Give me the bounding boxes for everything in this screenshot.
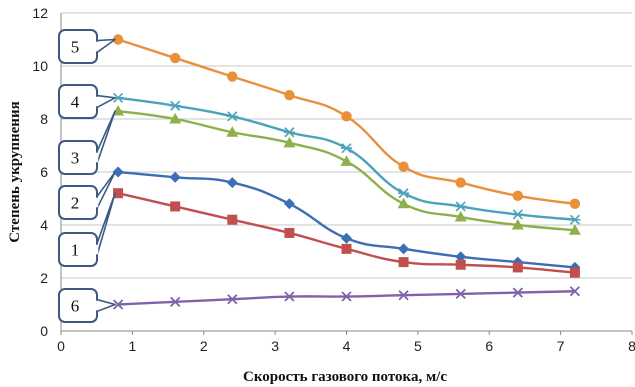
callout-1: 1 — [58, 192, 116, 267]
series-2-point — [455, 251, 467, 263]
series-4-point — [569, 214, 581, 225]
x-tick-label: 0 — [57, 338, 65, 354]
series-6-point — [455, 288, 466, 300]
series-4-point — [169, 100, 181, 111]
series-3-point — [283, 136, 296, 148]
series-3-point — [454, 211, 467, 222]
callout-6: 6 — [58, 288, 116, 323]
series-1-point — [284, 227, 295, 238]
series-5-point — [112, 34, 124, 45]
series-2-point — [226, 177, 238, 189]
series-6-point — [398, 290, 409, 301]
series-1-point — [113, 188, 124, 199]
series-2-point — [341, 232, 352, 244]
x-tick-label: 6 — [485, 338, 493, 354]
callout-pointer — [96, 38, 116, 54]
series-4-point — [283, 127, 295, 138]
series-6-point — [341, 291, 352, 302]
x-tick-label: 7 — [557, 338, 565, 354]
series-2-point — [169, 171, 181, 183]
series-4-point — [455, 201, 467, 212]
y-tick-label: 2 — [40, 270, 48, 286]
series-6-point — [569, 286, 581, 297]
series-5-point — [284, 89, 295, 101]
x-tick-label: 2 — [200, 338, 208, 354]
callout-pointer — [96, 94, 116, 109]
y-tick-label: 10 — [32, 58, 48, 74]
callout-4: 4 — [58, 84, 116, 119]
gridlines — [61, 12, 632, 279]
series-3-point — [340, 155, 353, 166]
series-1-point — [341, 243, 352, 254]
callout-2: 2 — [58, 171, 116, 220]
series-3-point — [169, 113, 182, 124]
y-axis-title: Степень укрупнения — [7, 101, 23, 242]
series-4 — [112, 92, 581, 225]
series-1-point — [227, 214, 238, 225]
series-1-point — [398, 257, 409, 268]
series-5-point — [170, 52, 181, 64]
series-6-line — [118, 290, 575, 306]
series-1 — [113, 188, 580, 278]
series-5-point — [398, 161, 409, 172]
series-5-point — [341, 111, 352, 122]
x-tick-label: 3 — [271, 338, 279, 354]
series-3-point — [511, 219, 524, 230]
callout-label: 5 — [71, 38, 80, 57]
callout-label: 6 — [71, 297, 80, 316]
series-2-point — [283, 198, 295, 210]
series-5 — [112, 34, 581, 209]
series-5-point — [569, 198, 581, 209]
x-tick-label: 5 — [414, 338, 422, 354]
series-layer — [112, 34, 581, 310]
x-tick-label: 1 — [128, 338, 136, 354]
series-4-point — [398, 188, 410, 199]
series-3-point — [226, 126, 239, 137]
series-6-point — [284, 291, 295, 302]
series-2-point — [112, 166, 124, 178]
series-2 — [112, 166, 581, 273]
callout-3: 3 — [58, 110, 116, 175]
y-tick-label: 12 — [32, 5, 48, 21]
series-4-point — [512, 209, 524, 220]
series-1-point — [170, 201, 181, 212]
series-1-point — [455, 259, 466, 270]
series-1-point — [512, 262, 523, 273]
callout-label: 1 — [71, 241, 80, 260]
callout-label: 2 — [71, 194, 80, 213]
y-tick-label: 0 — [40, 323, 48, 339]
series-6-point — [170, 296, 181, 307]
series-5-point — [227, 71, 238, 82]
series-5-point — [455, 177, 466, 188]
callouts: 5 4 3 2 1 6 — [58, 29, 116, 323]
series-1-point — [569, 267, 580, 278]
callout-label: 4 — [71, 93, 80, 112]
series-4-point — [341, 143, 352, 154]
x-tick-label: 8 — [628, 338, 635, 354]
series-3-point — [568, 224, 581, 235]
series-2-point — [398, 243, 410, 255]
series-6 — [112, 286, 581, 310]
series-3-point — [397, 197, 410, 209]
series-6-point — [112, 299, 124, 310]
y-tick-label: 6 — [40, 164, 48, 180]
callout-5: 5 — [58, 29, 116, 64]
series-5-point — [512, 190, 523, 202]
y-tick-label: 8 — [40, 111, 48, 127]
callout-label: 3 — [71, 149, 80, 168]
x-tick-label: 4 — [343, 338, 351, 354]
x-axis-title: Скорость газового потока, м/с — [243, 369, 447, 385]
y-tick-label: 4 — [40, 217, 48, 233]
series-6-point — [512, 287, 523, 298]
series-3 — [112, 105, 581, 235]
series-4-point — [226, 111, 238, 122]
series-6-point — [227, 294, 238, 305]
callout-pointer — [96, 298, 116, 313]
